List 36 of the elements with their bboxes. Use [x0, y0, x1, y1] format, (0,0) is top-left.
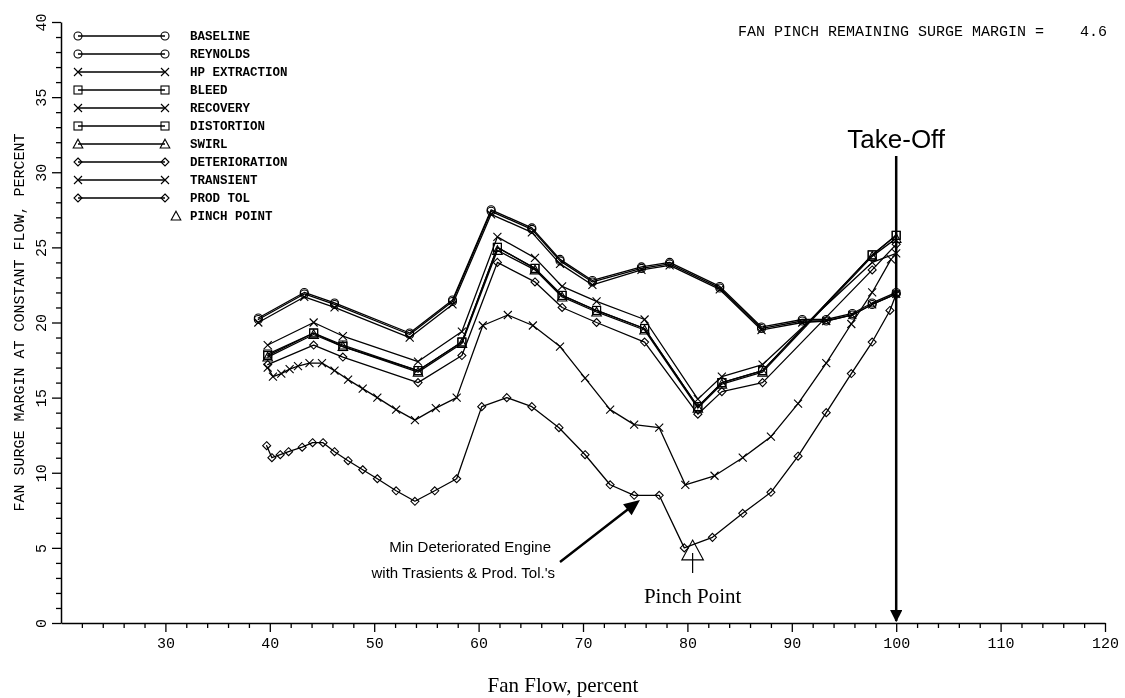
legend-label: BLEED — [190, 84, 228, 98]
y-tick-label: 15 — [34, 389, 52, 408]
y-tick-label: 30 — [34, 163, 52, 182]
y-tick-label: 25 — [34, 238, 52, 257]
y-tick-label: 40 — [34, 13, 52, 32]
y-tick-label: 0 — [34, 618, 52, 629]
legend-label: DISTORTION — [190, 120, 266, 134]
legend-label: TRANSIENT — [190, 174, 259, 188]
legend-label: REYNOLDS — [190, 48, 251, 62]
legend-label: DETERIORATION — [190, 156, 288, 170]
annotation: Min Deteriorated Engine with Trasients & Prod. Tol.'s — [370, 538, 555, 581]
x-axis-title: Fan Flow, percent — [487, 673, 639, 697]
y-tick-label: 5 — [34, 543, 52, 553]
legend-label: BASELINE — [190, 30, 251, 44]
y-tick-label: 10 — [34, 464, 52, 483]
x-tick-label: 80 — [678, 635, 697, 653]
x-tick-label: 30 — [156, 635, 175, 653]
x-tick-label: 110 — [987, 635, 1015, 653]
legend-label: RECOVERY — [190, 102, 251, 116]
legend-label: PROD TOL — [190, 192, 251, 206]
y-tick-label: 20 — [34, 313, 52, 333]
x-tick-label: 100 — [883, 635, 911, 653]
legend-label: SWIRL — [190, 138, 228, 152]
annotation: FAN PINCH REMAINING SURGE MARGIN = 4.6 — [737, 24, 1107, 41]
y-axis-title: FAN SURGE MARGIN AT CONSTANT FLOW, PERCENT — [12, 133, 29, 512]
y-tick-label: 35 — [34, 88, 52, 107]
x-tick-label: 50 — [365, 635, 384, 653]
annotation: Pinch Point — [643, 583, 742, 608]
ref-line-label: Take-Off — [847, 124, 946, 154]
legend-label: HP EXTRACTION — [190, 66, 288, 80]
x-tick-label: 40 — [261, 635, 280, 653]
legend-label: PINCH POINT — [190, 210, 274, 224]
x-tick-label: 60 — [470, 635, 489, 653]
x-tick-label: 90 — [783, 635, 802, 653]
x-tick-label: 70 — [574, 635, 593, 653]
x-tick-label: 120 — [1091, 635, 1120, 653]
